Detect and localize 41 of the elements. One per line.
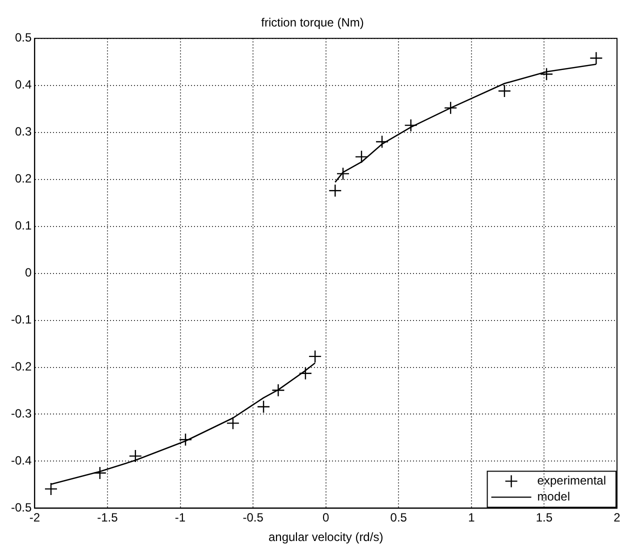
y-tick-label: 0.5: [14, 30, 32, 45]
point: [540, 68, 554, 81]
y-tick-label: 0: [24, 266, 32, 280]
x-tick-label: 2: [614, 510, 621, 525]
point: [128, 449, 142, 463]
y-tick-label: 0.3: [14, 124, 32, 139]
point: [375, 135, 389, 148]
x-tick-label: -0.5: [242, 510, 264, 525]
x-tick-label: -1: [174, 510, 186, 525]
point: [308, 350, 322, 364]
y-tick-label: -0.2: [10, 360, 32, 374]
point: [336, 167, 350, 180]
x-tick-label: 0.5: [390, 510, 408, 525]
point: [93, 466, 106, 480]
y-tick-label: 0.2: [14, 172, 32, 186]
x-tick-label: 1.5: [536, 510, 553, 525]
point: [444, 101, 458, 115]
point: [226, 416, 240, 430]
chart-title: friction torque (Nm): [261, 16, 364, 30]
legend-label: model: [537, 490, 570, 504]
x-tick-label: 0: [322, 510, 330, 525]
y-tick-label: 0.4: [14, 78, 32, 92]
y-tick-label: 0.1: [14, 218, 32, 233]
y-tick-label: -0.1: [10, 312, 32, 327]
point: [272, 384, 285, 397]
point: [178, 433, 192, 446]
x-tick-label: -2: [29, 510, 40, 525]
point: [404, 118, 418, 132]
x-tick-label: -1.5: [97, 510, 118, 525]
y-tick-label: -0.3: [10, 406, 32, 421]
y-tick-label: -0.5: [10, 500, 32, 515]
point: [256, 400, 270, 414]
x-tick-label: 1: [468, 510, 476, 525]
point: [354, 150, 368, 164]
point: [298, 366, 312, 380]
point: [498, 84, 512, 98]
x-axis-title: angular velocity (rd/s): [268, 530, 384, 544]
point: [44, 482, 58, 496]
y-tick-label: -0.4: [10, 454, 32, 468]
legend-label: experimental: [537, 474, 606, 488]
point: [328, 184, 342, 198]
